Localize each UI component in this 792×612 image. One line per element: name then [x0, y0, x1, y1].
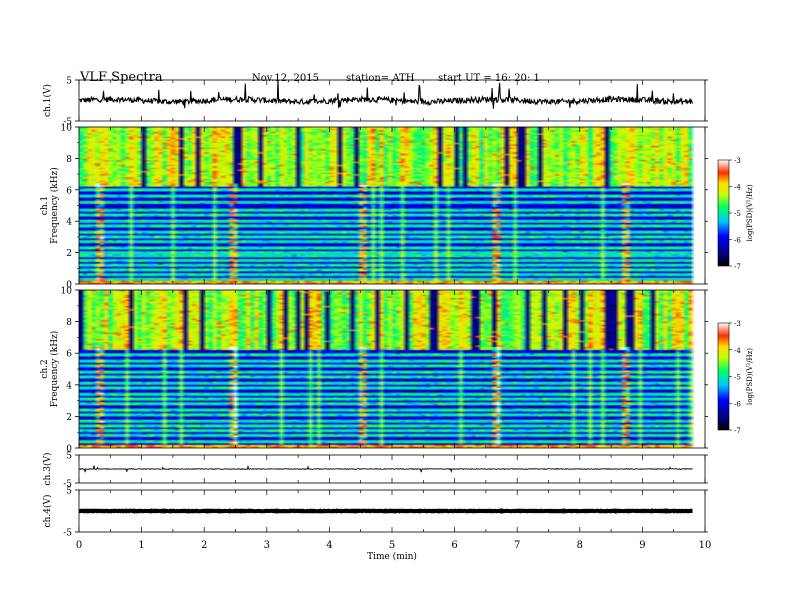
- x-tick-label: 4: [326, 540, 332, 551]
- date-label: Nov.12, 2015: [252, 73, 319, 84]
- colorbar: [717, 322, 730, 431]
- x-axis-label: Time (min): [367, 551, 417, 562]
- y-tick-label: 10: [61, 124, 73, 134]
- y-tick-label: 4: [66, 218, 72, 228]
- x-tick-label: 7: [514, 540, 520, 551]
- x-tick-label: 8: [577, 540, 583, 551]
- colorbar-tick-label: -4: [734, 347, 741, 355]
- start-time-label: start UT = 16: 20: 1: [438, 73, 540, 84]
- frequency-axis-label: Frequency (kHz): [49, 331, 60, 408]
- panel-label-ch2: ch.2: [40, 359, 50, 378]
- ch1v-trace: [78, 79, 694, 109]
- x-tick-label: 3: [264, 540, 270, 551]
- y-tick-label: 8: [66, 318, 72, 328]
- colorbar-tick-label: -3: [734, 320, 741, 328]
- colorbar-tick-label: -3: [734, 157, 741, 165]
- colorbar-tick-label: -6: [734, 400, 741, 408]
- x-tick-label: 0: [76, 540, 82, 551]
- spectrogram-ch1: [79, 127, 705, 284]
- x-tick-label: 9: [639, 540, 645, 551]
- colorbar-label: log(PSD)(V²/Hz): [746, 184, 754, 241]
- spectrogram-ch2: [79, 290, 705, 448]
- y-tick-label: -5: [63, 480, 72, 490]
- colorbar-tick-label: -5: [734, 210, 741, 218]
- frequency-axis-label: Frequency (kHz): [49, 167, 60, 244]
- colorbar-tick-label: -5: [734, 374, 741, 382]
- y-tick-label: 8: [66, 155, 72, 165]
- colorbar-tick-label: -7: [734, 427, 741, 435]
- y-tick-label: 4: [66, 381, 72, 391]
- colorbar-tick-label: -4: [734, 184, 741, 192]
- colorbar-tick-label: -7: [734, 263, 741, 271]
- y-tick-label: 6: [66, 350, 72, 360]
- y-tick-label: 10: [61, 287, 73, 297]
- y-tick-label: -5: [63, 529, 72, 539]
- x-tick-label: 6: [451, 540, 457, 551]
- x-tick-label: 1: [138, 540, 144, 551]
- y-tick-label: 6: [66, 186, 72, 196]
- y-tick-label: 2: [66, 413, 72, 423]
- y-tick-label: 5: [66, 452, 72, 462]
- ch4v-trace: [78, 508, 693, 514]
- panel-label-ch1: ch.1: [40, 196, 50, 215]
- x-tick-label: 10: [699, 540, 712, 551]
- y-tick-label: -5: [63, 118, 72, 128]
- panel-ylabel-ch3v: ch.3(V): [42, 453, 53, 486]
- colorbar-tick-label: -6: [734, 237, 741, 245]
- y-tick-label: 0: [66, 445, 72, 455]
- y-tick-label: 5: [66, 77, 72, 87]
- colorbar-label: log(PSD)(V²/Hz): [746, 348, 754, 405]
- panel-ylabel-ch1v: ch.1(V): [42, 84, 53, 117]
- station-label: station= ATH: [346, 73, 415, 84]
- x-tick-label: 5: [389, 540, 395, 551]
- y-tick-label: 2: [66, 249, 72, 259]
- y-tick-label: 0: [66, 281, 72, 291]
- panel-ylabel-ch4v: ch.4(V): [42, 495, 53, 528]
- x-tick-label: 2: [201, 540, 207, 551]
- ch3v-trace: [79, 464, 693, 474]
- y-tick-label: 5: [66, 487, 72, 497]
- colorbar: [717, 159, 730, 267]
